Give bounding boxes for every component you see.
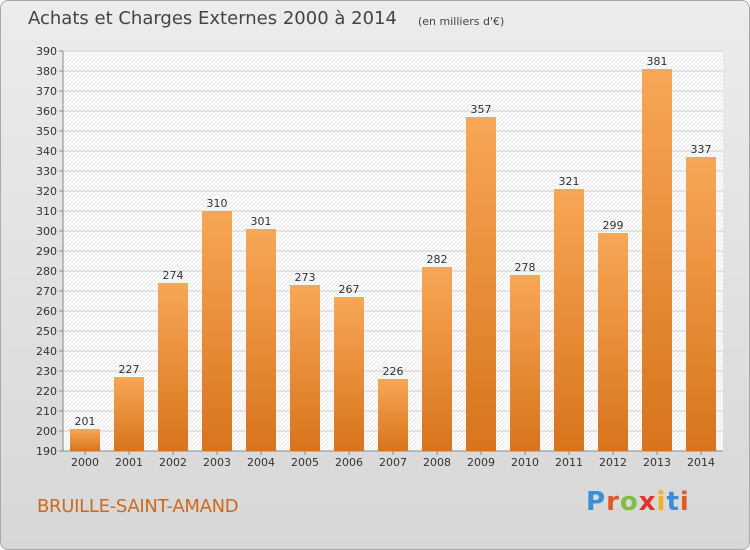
y-tick-label: 280	[36, 265, 57, 278]
bar	[70, 429, 100, 451]
y-tick-label: 350	[36, 125, 57, 138]
y-tick-label: 320	[36, 185, 57, 198]
y-tick-label: 190	[36, 445, 57, 458]
data-label: 201	[75, 415, 96, 428]
logo-letter: i	[679, 487, 690, 517]
data-label: 226	[383, 365, 404, 378]
bar	[246, 229, 276, 451]
data-label: 321	[559, 175, 580, 188]
x-tick-label: 2006	[335, 456, 363, 469]
y-tick-label: 310	[36, 205, 57, 218]
bar	[554, 189, 584, 451]
bar	[422, 267, 452, 451]
x-tick-label: 2005	[291, 456, 319, 469]
x-tick-label: 2002	[159, 456, 187, 469]
data-label: 337	[691, 143, 712, 156]
data-label: 278	[515, 261, 536, 274]
bar	[598, 233, 628, 451]
y-tick-label: 330	[36, 165, 57, 178]
x-tick-label: 2004	[247, 456, 275, 469]
bar	[114, 377, 144, 451]
data-label: 273	[295, 271, 316, 284]
y-tick-label: 260	[36, 305, 57, 318]
y-tick-label: 380	[36, 65, 57, 78]
proxiti-logo[interactable]: Proxiti	[586, 487, 690, 517]
logo-letter: r	[606, 487, 620, 517]
data-label: 381	[647, 55, 668, 68]
y-tick-label: 270	[36, 285, 57, 298]
data-label: 282	[427, 253, 448, 266]
y-tick-label: 230	[36, 365, 57, 378]
y-tick-label: 210	[36, 405, 57, 418]
data-label: 310	[207, 197, 228, 210]
bar	[466, 117, 496, 451]
logo-letter: i	[656, 487, 667, 517]
y-tick-label: 390	[36, 45, 57, 58]
y-tick-label: 300	[36, 225, 57, 238]
x-tick-label: 2008	[423, 456, 451, 469]
bar	[158, 283, 188, 451]
bar	[686, 157, 716, 451]
x-tick-label: 2013	[643, 456, 671, 469]
bar	[290, 285, 320, 451]
bar	[202, 211, 232, 451]
x-tick-label: 2003	[203, 456, 231, 469]
data-label: 299	[603, 219, 624, 232]
commune-name: BRUILLE-SAINT-AMAND	[37, 496, 239, 517]
x-tick-label: 2007	[379, 456, 407, 469]
data-label: 357	[471, 103, 492, 116]
x-tick-label: 2001	[115, 456, 143, 469]
x-tick-label: 2010	[511, 456, 539, 469]
x-tick-label: 2000	[71, 456, 99, 469]
bar	[378, 379, 408, 451]
y-tick-label: 250	[36, 325, 57, 338]
bar	[510, 275, 540, 451]
data-label: 227	[119, 363, 140, 376]
bar	[334, 297, 364, 451]
y-tick-label: 360	[36, 105, 57, 118]
chart-title: Achats et Charges Externes 2000 à 2014	[28, 8, 397, 29]
logo-letter: t	[666, 487, 680, 517]
data-label: 301	[251, 215, 272, 228]
bar	[642, 69, 672, 451]
y-tick-label: 220	[36, 385, 57, 398]
x-tick-label: 2012	[599, 456, 627, 469]
y-tick-label: 370	[36, 85, 57, 98]
x-tick-label: 2014	[687, 456, 715, 469]
y-tick-label: 340	[36, 145, 57, 158]
chart-subtitle: (en milliers d'€)	[418, 15, 505, 28]
y-tick-label: 290	[36, 245, 57, 258]
logo-letter: o	[619, 487, 639, 517]
data-label: 267	[339, 283, 360, 296]
logo-letter: P	[586, 487, 607, 517]
data-label: 274	[163, 269, 184, 282]
x-tick-label: 2009	[467, 456, 495, 469]
logo-letter: x	[638, 487, 657, 517]
x-tick-label: 2011	[555, 456, 583, 469]
y-tick-label: 200	[36, 425, 57, 438]
y-tick-label: 240	[36, 345, 57, 358]
